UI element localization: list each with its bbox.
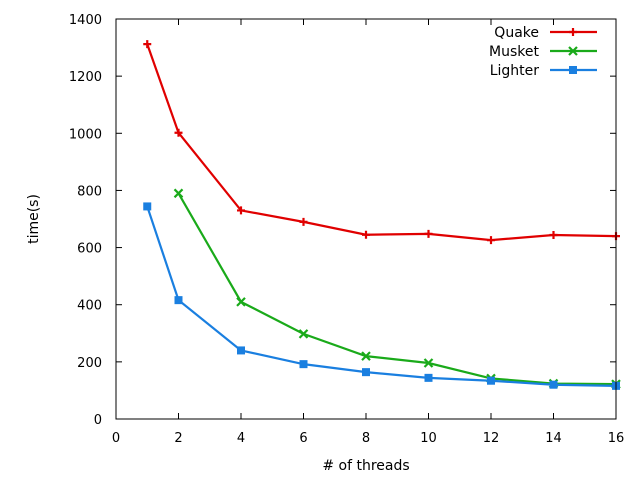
data-point-musket (173, 188, 184, 199)
y-tick-label: 200 (77, 356, 102, 371)
y-tick-label: 400 (77, 299, 102, 314)
data-point-quake (299, 217, 308, 226)
data-point-lighter (237, 346, 245, 355)
data-point-musket (361, 351, 371, 361)
data-point-lighter (424, 373, 433, 382)
x-tick-label: 16 (608, 431, 625, 446)
legend-item-musket: Musket (489, 44, 597, 60)
x-tick-label: 0 (112, 431, 120, 446)
legend-label-quake: Quake (494, 25, 539, 41)
x-axis-label: # of threads (322, 458, 409, 474)
y-tick-label: 0 (94, 413, 102, 428)
y-tick-label: 600 (77, 242, 102, 257)
ticks-layer: 0 200 400 600 800 1000 1200 1400 0 2 4 6 8 10 12 14 16 (69, 13, 624, 446)
data-point-lighter (549, 380, 558, 389)
series-lighter (143, 202, 620, 390)
x-tick-label: 14 (545, 431, 562, 446)
y-tick-label: 1200 (69, 70, 102, 85)
y-tick-label: 1400 (69, 13, 102, 28)
series-line-musket (177, 192, 617, 386)
data-point-quake (362, 230, 370, 239)
series-layer (143, 40, 621, 390)
legend-label-lighter: Lighter (490, 63, 540, 79)
data-point-musket (423, 358, 434, 368)
legend-item-lighter: Lighter (490, 63, 597, 79)
y-tick-label: 1000 (69, 127, 102, 142)
data-point-quake (549, 231, 558, 239)
legend-marker-lighter (569, 66, 577, 74)
x-tick-label: 12 (483, 431, 500, 446)
x-tick-label: 8 (362, 431, 370, 446)
data-point-quake (237, 206, 245, 215)
data-point-musket (236, 297, 246, 307)
legend: Quake Musket Lighter (489, 25, 597, 79)
x-tick-label: 10 (420, 431, 437, 446)
series-line-quake (146, 43, 617, 242)
series-musket (173, 188, 621, 389)
data-point-lighter (362, 368, 370, 377)
data-point-quake (487, 236, 495, 245)
x-tick-label: 6 (299, 431, 307, 446)
x-tick-label: 2 (174, 431, 182, 446)
y-tick-label: 800 (77, 184, 102, 199)
x-tick-label: 4 (237, 431, 245, 446)
plot-area-frame (115, 18, 617, 420)
legend-marker-musket (568, 46, 578, 56)
data-point-lighter (487, 376, 495, 385)
data-point-musket (298, 329, 309, 339)
legend-item-quake: Quake (494, 25, 597, 41)
data-point-lighter (299, 360, 308, 369)
data-point-quake (174, 128, 183, 137)
data-point-quake (424, 229, 433, 238)
data-point-quake (143, 40, 152, 49)
y-axis-label: time(s) (26, 194, 42, 244)
legend-marker-quake (569, 28, 577, 36)
legend-label-musket: Musket (489, 44, 539, 60)
data-point-lighter (174, 296, 183, 305)
data-point-lighter (143, 202, 152, 211)
series-quake (143, 40, 620, 245)
